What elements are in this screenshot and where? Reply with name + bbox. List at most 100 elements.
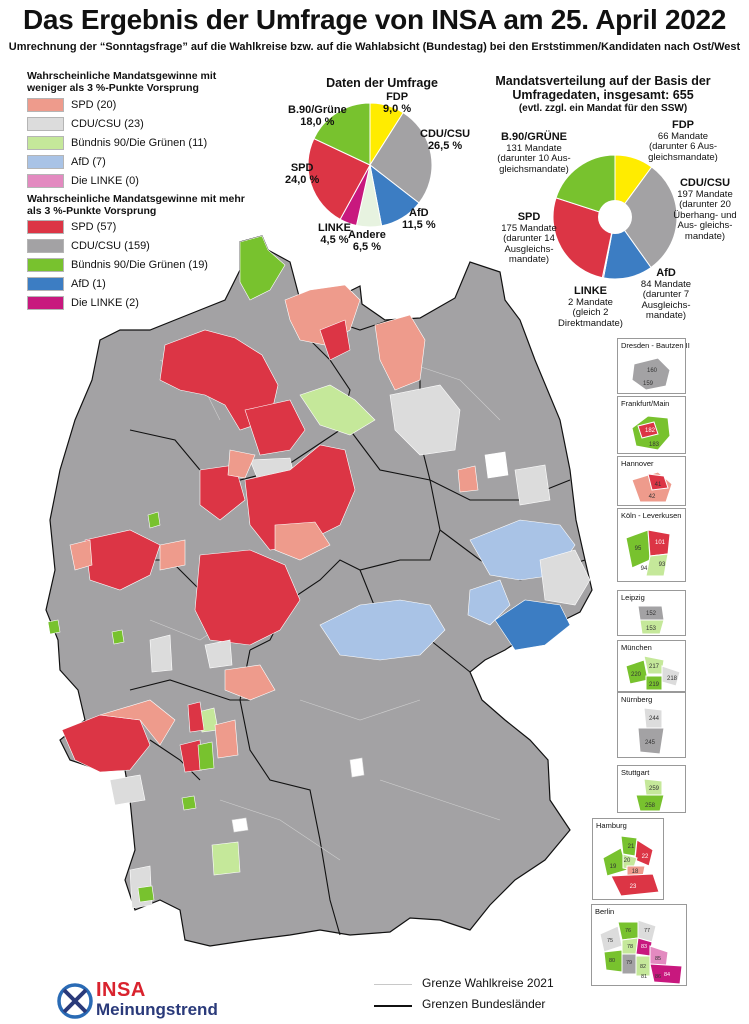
seat-slice-b-90-gr-ne: [555, 154, 616, 218]
inset-number: 86: [655, 974, 661, 980]
inset-name: Dresden - Bautzen II: [621, 341, 690, 350]
party-value: 6,5 %: [352, 241, 382, 253]
swatch: [27, 257, 64, 272]
swatch: [27, 116, 64, 131]
inset-number: 218: [667, 676, 678, 682]
legend-item-cdu-weak: CDU/CSU (23): [27, 116, 207, 131]
swatch: [27, 276, 64, 291]
seat-pie: [552, 154, 678, 280]
district-cdu-weak: [109, 774, 146, 806]
inset-number: 79: [626, 960, 632, 966]
inset-map: 21 20 22 19 18 23: [602, 835, 660, 897]
party-value: 11,5 %: [402, 219, 436, 231]
inset-number: 41: [655, 482, 662, 488]
inset-number: 182: [645, 428, 656, 434]
poll-label-linke: LINKE 4,5 %: [318, 222, 351, 246]
party-name: LINKE: [574, 285, 607, 297]
inset-number: 75: [607, 938, 613, 944]
party-value: 26,5 %: [427, 140, 463, 152]
seat-label-gruene: B.90/GRÜNE 131 Mandate (darunter 10 Aus- …: [490, 132, 578, 175]
poll-slice-cdu-csu: [369, 111, 433, 204]
party-detail: 197 Mandate (darunter 20 Überhang- und A…: [673, 188, 737, 242]
poll-slice-b-90-gr-ne: [313, 102, 371, 166]
legend-item-spd-strong: SPD (57): [27, 219, 208, 234]
district-gruene-strong: [137, 885, 155, 903]
inset-muenchen: München 217 220 218 219: [617, 640, 686, 692]
party-name: B.90/Grüne: [288, 104, 347, 116]
poll-label-afd: AfD 11,5 %: [402, 207, 436, 231]
inset-number: 217: [649, 664, 660, 670]
inset-number: 93: [659, 562, 666, 568]
legend-label: AfD (1): [71, 277, 106, 290]
district-cdu-weak: [484, 451, 509, 479]
inset-map: 95 101 93 94: [625, 529, 671, 577]
district-spd-weak: [214, 719, 239, 759]
swatch: [27, 238, 64, 253]
inset-frankfurt: Frankfurt/Main 182 183: [617, 396, 686, 454]
inset-number: 101: [655, 540, 666, 546]
inset-number: 85: [655, 956, 661, 962]
party-name: AfD: [656, 267, 676, 279]
party-name: AfD: [409, 207, 429, 219]
seat-pie-hole: [598, 200, 632, 234]
party-name: SPD: [517, 211, 541, 223]
district-cdu-weak: [204, 639, 233, 669]
inset-dresden: Dresden - Bautzen II 160 159: [617, 338, 690, 394]
legend-label: Die LINKE (2): [71, 296, 139, 309]
party-name: B.90/GRÜNE: [500, 131, 568, 143]
inset-number: 42: [649, 494, 656, 500]
district-spd-weak: [224, 664, 276, 701]
seat-pie-title: Mandatsverteilung auf der Basis der Umfr…: [495, 74, 711, 102]
district-gruene-strong: [197, 741, 215, 771]
legend-label: Bündnis 90/Die Grünen (19): [71, 258, 208, 271]
inset-name: München: [621, 643, 652, 652]
inset-number: 20: [624, 858, 631, 864]
inset-name: Berlin: [595, 907, 615, 916]
inset-map: 41 42: [631, 471, 673, 503]
swatch: [27, 219, 64, 234]
bundesland-line-label: Grenzen Bundesländer: [422, 997, 546, 1011]
inset-number: 21: [628, 844, 635, 850]
inset-koeln: Köln - Leverkusen 95 101 93 94: [617, 508, 686, 582]
party-name: SPD: [290, 162, 314, 174]
district-gruene-weak: [211, 841, 241, 876]
legend-item-linke-weak: Die LINKE (0): [27, 173, 207, 188]
inset-name: Hannover: [621, 459, 654, 468]
inset-nuernberg: Nürnberg 244 245: [617, 692, 686, 758]
poll-slice-spd: [307, 137, 371, 221]
district-gruene-strong: [239, 235, 286, 301]
district-cdu-weak: [514, 464, 551, 506]
party-name: FDP: [386, 91, 409, 103]
inset-hannover: Hannover 41 42: [617, 456, 686, 506]
district-spd-weak: [69, 539, 93, 571]
inset-number: 78: [627, 944, 633, 950]
legend-weak-heading: Wahrscheinliche Mandatsgewinne mit wenig…: [27, 70, 217, 94]
logo-subline: Meinungstrend: [96, 1000, 218, 1019]
legend-item-afd-strong: AfD (1): [27, 276, 208, 291]
seat-label-cdu: CDU/CSU 197 Mandate (darunter 20 Überhang…: [670, 178, 740, 242]
legend-label: SPD (57): [71, 220, 117, 233]
poll-label-gruene: B.90/Grüne 18,0 %: [288, 104, 347, 128]
legend-item-spd-weak: SPD (20): [27, 97, 207, 112]
inset-number: 245: [645, 740, 656, 746]
district-spd-strong: [244, 399, 306, 456]
legend-item-cdu-strong: CDU/CSU (159): [27, 238, 208, 253]
inset-name: Leipzig: [621, 593, 645, 602]
district-gruene-strong: [147, 511, 161, 529]
inset-number: 153: [646, 626, 657, 632]
district-afd-strong: [494, 599, 571, 651]
seat-label-afd: AfD 84 Mandate (darunter 7 Ausgleichs- ma…: [626, 268, 706, 322]
district-cdu-weak: [349, 757, 365, 778]
inset-hamburg: Hamburg 21 20 22 19 18 23: [592, 818, 664, 900]
district-cdu-weak: [539, 549, 591, 606]
inset-map: 152 153: [637, 605, 665, 635]
swatch: [27, 295, 64, 310]
party-name: Andere: [348, 229, 386, 241]
inset-number: 159: [643, 381, 654, 387]
inset-name: Köln - Leverkusen: [621, 511, 682, 520]
legend-weak: SPD (20) CDU/CSU (23) Bündnis 90/Die Grü…: [27, 97, 207, 188]
legend-item-afd-weak: AfD (7): [27, 154, 207, 169]
seat-label-fdp: FDP 66 Mandate (darunter 6 Aus- gleichsma…: [638, 120, 728, 163]
district-afd-weak: [467, 579, 511, 626]
poll-label-cdu: CDU/CSU 26,5 %: [420, 128, 470, 152]
